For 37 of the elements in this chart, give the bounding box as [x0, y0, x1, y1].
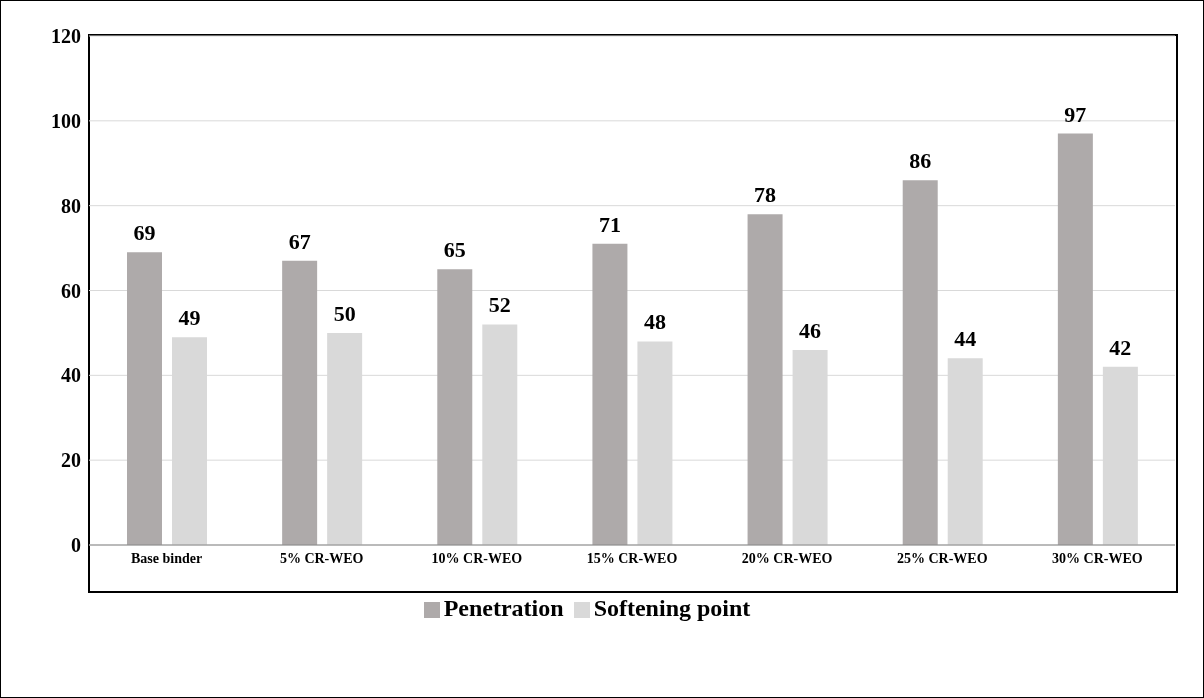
y-tick-label: 100	[51, 109, 81, 132]
y-tick-label: 80	[61, 194, 81, 217]
x-tick-label: 25% CR-WEO	[896, 550, 988, 566]
bar	[747, 214, 783, 545]
x-tick-label: 15% CR-WEO	[586, 550, 678, 566]
x-tick-label: Base binder	[130, 550, 203, 566]
legend-label: Penetration	[443, 595, 564, 621]
x-tick-label: 20% CR-WEO	[741, 550, 833, 566]
data-label: 42	[1109, 334, 1132, 360]
x-tick-label: 10% CR-WEO	[431, 550, 523, 566]
y-tick-label: 20	[61, 449, 81, 472]
legend-label: Softening point	[593, 595, 751, 621]
data-label: 97	[1064, 101, 1087, 127]
bar	[127, 252, 162, 545]
data-label: 44	[954, 326, 977, 352]
data-label: 69	[133, 220, 156, 246]
bar	[592, 243, 628, 545]
data-label: 48	[643, 309, 666, 335]
y-tick-label: 60	[61, 279, 81, 302]
y-tick-label: 120	[51, 25, 81, 48]
data-label: 65	[443, 237, 466, 263]
x-tick-label: 30% CR-WEO	[1052, 550, 1143, 566]
data-label: 86	[909, 148, 932, 174]
data-label: 78	[754, 182, 777, 208]
data-label: 71	[598, 211, 621, 237]
bar	[282, 260, 318, 545]
data-label: 49	[178, 305, 201, 331]
data-label: 46	[799, 317, 822, 343]
bar	[902, 180, 938, 545]
y-tick-label: 40	[61, 364, 81, 387]
data-label: 52	[488, 292, 511, 318]
bar	[437, 269, 473, 545]
bar	[1057, 133, 1093, 545]
data-label: 50	[333, 300, 356, 326]
data-label: 67	[288, 228, 311, 254]
y-tick-label: 0	[71, 534, 81, 557]
x-tick-label: 5% CR-WEO	[279, 550, 364, 566]
